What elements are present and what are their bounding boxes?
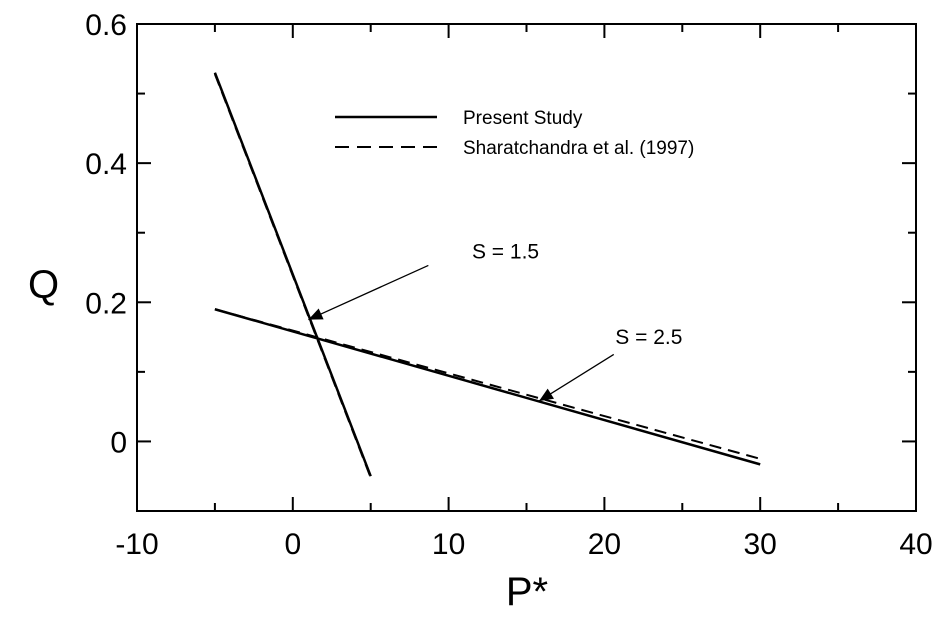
legend: Present Study Sharatchandra et al. (1997…	[335, 108, 694, 159]
y-tick-label: 0.2	[85, 287, 127, 320]
annotation-arrow-line	[538, 353, 615, 402]
x-tick-label: 20	[588, 528, 621, 561]
x-tick-label: 40	[899, 528, 932, 561]
annotation-label: S = 2.5	[615, 326, 682, 349]
legend-label-sharatchandra: Sharatchandra et al. (1997)	[463, 138, 694, 159]
legend-label-present-study: Present Study	[463, 108, 583, 129]
plot-frame	[136, 23, 917, 512]
annotation-arrowhead	[308, 308, 324, 320]
annotation-arrowhead	[538, 388, 555, 402]
x-tick-label: -10	[115, 528, 158, 561]
y-tick-label: 0	[110, 426, 127, 459]
x-tick-label: 30	[744, 528, 777, 561]
x-tick-label: 0	[284, 528, 301, 561]
series-line-present-study	[214, 308, 761, 466]
y-axis-label: Q	[28, 263, 59, 307]
series-line-sharatchandra	[213, 73, 372, 478]
x-tick-label: 10	[432, 528, 465, 561]
annotations: S = 1.5 S = 2.5	[308, 240, 682, 402]
annotation-arrow-line	[308, 264, 429, 321]
axis-tick-labels: -10 0 10 20 30 40 0 0.2 0.4 0.6	[85, 9, 932, 561]
data-curves	[213, 72, 761, 478]
y-tick-label: 0.4	[85, 148, 127, 181]
x-axis-label: P*	[506, 570, 548, 614]
y-tick-label: 0.6	[85, 9, 127, 42]
axis-ticks	[136, 23, 917, 511]
annotation-label: S = 1.5	[472, 240, 539, 263]
